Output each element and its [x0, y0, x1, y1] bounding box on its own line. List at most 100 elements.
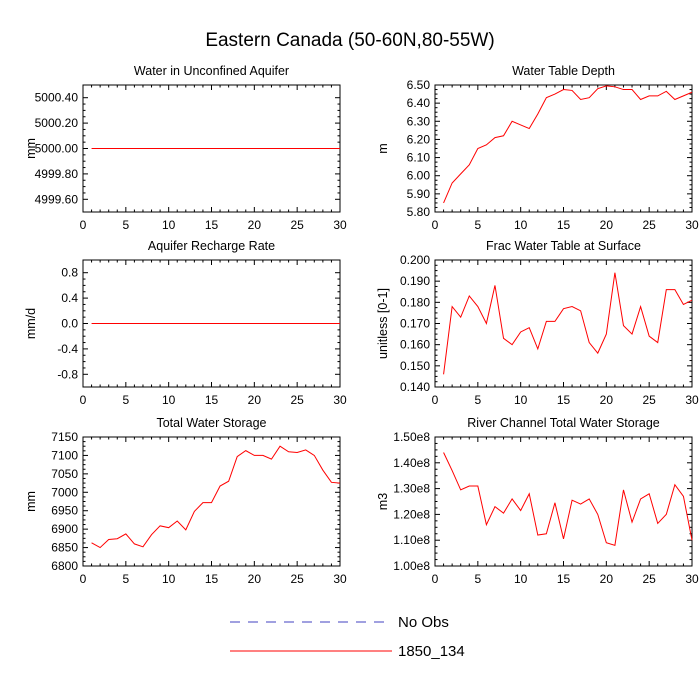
- x-tick-label: 10: [514, 218, 528, 232]
- legend-label-2: 1850_134: [398, 643, 465, 660]
- y-tick-label: 0.200: [400, 253, 430, 267]
- x-tick-label: 30: [685, 572, 699, 586]
- x-tick-label: 15: [557, 572, 571, 586]
- x-tick-label: 25: [290, 393, 304, 407]
- y-tick-label: 5.90: [407, 187, 431, 201]
- chart-panel-4: 0 5 10 15 20 25 30 0.140 0.150 0.160 0.170 0.180 0.1…: [376, 239, 699, 407]
- x-tick-label: 10: [162, 572, 176, 586]
- y-tick-label: 1.40e8: [393, 456, 430, 470]
- y-tick-label: -0.4: [57, 342, 78, 356]
- y-tick-label: 1.10e8: [393, 533, 430, 547]
- y-tick-label: 0.170: [400, 317, 430, 331]
- x-tick-label: 20: [248, 393, 262, 407]
- panel-title: Total Water Storage: [156, 416, 266, 430]
- x-tick-label: 25: [642, 393, 656, 407]
- x-tick-label: 0: [80, 572, 87, 586]
- x-tick-label: 10: [514, 572, 528, 586]
- x-tick-label: 5: [474, 218, 481, 232]
- x-tick-label: 25: [290, 218, 304, 232]
- chart-panel-2: 0 5 10 15 20 25 30 5.80 5.90 6.00 6.10 6.20 6.30 6.40…: [376, 64, 699, 232]
- y-axis-label: m: [376, 143, 390, 153]
- x-tick-label: 10: [514, 393, 528, 407]
- x-tick-label: 25: [290, 572, 304, 586]
- y-tick-label: -0.8: [57, 367, 78, 381]
- x-tick-label: 20: [600, 393, 614, 407]
- series-line: [443, 272, 693, 375]
- x-tick-label: 15: [557, 218, 571, 232]
- y-tick-label: 6.50: [407, 78, 431, 92]
- x-tick-label: 0: [80, 218, 87, 232]
- y-axis-label: unitless [0-1]: [376, 288, 390, 359]
- chart-panel-1: 0 5 10 15 20 25 30 4999.60 4999.80 5000.00 5000.20…: [24, 64, 347, 232]
- x-tick-label: 5: [474, 393, 481, 407]
- x-tick-label: 10: [162, 393, 176, 407]
- y-tick-label: 5000.00: [35, 142, 79, 156]
- x-tick-label: 5: [122, 218, 129, 232]
- y-tick-label: 6.40: [407, 96, 431, 110]
- y-tick-label: 6800: [51, 559, 78, 573]
- y-tick-label: 7000: [51, 485, 78, 499]
- x-tick-label: 30: [333, 218, 347, 232]
- y-tick-label: 1.30e8: [393, 482, 430, 496]
- x-tick-label: 30: [333, 393, 347, 407]
- x-tick-label: 15: [205, 393, 219, 407]
- y-tick-label: 7100: [51, 448, 78, 462]
- y-tick-label: 0.160: [400, 338, 430, 352]
- x-tick-label: 15: [205, 218, 219, 232]
- y-tick-label: 0.190: [400, 274, 430, 288]
- legend-label-1: No Obs: [398, 614, 449, 631]
- y-tick-label: 6.30: [407, 114, 431, 128]
- y-tick-label: 6.10: [407, 151, 431, 165]
- y-tick-label: 5000.40: [35, 91, 79, 105]
- y-tick-label: 6850: [51, 541, 78, 555]
- y-tick-label: 6900: [51, 522, 78, 536]
- plot-frame: [82, 436, 341, 567]
- x-tick-label: 0: [432, 572, 439, 586]
- y-tick-label: 0.0: [61, 317, 78, 331]
- chart-panel-3: 0 5 10 15 20 25 30 -0.8 -0.4 0.0 0.4 0.8 Aquifer Rec…: [24, 239, 347, 407]
- y-axis-label: mm: [24, 491, 38, 512]
- panel-title: Frac Water Table at Surface: [486, 239, 641, 253]
- y-tick-label: 0.180: [400, 295, 430, 309]
- x-tick-label: 5: [122, 393, 129, 407]
- y-tick-label: 4999.80: [35, 167, 79, 181]
- y-axis-label: mm/d: [24, 308, 38, 339]
- y-tick-label: 6.20: [407, 132, 431, 146]
- chart-panel-6: 0 5 10 15 20 25 30 1.00e8 1.10e8 1.20e8 1.30e8 1.40…: [376, 416, 699, 586]
- y-tick-label: 1.20e8: [393, 507, 430, 521]
- panel-title: River Channel Total Water Storage: [467, 416, 660, 430]
- x-tick-label: 0: [432, 393, 439, 407]
- y-axis-label: m3: [376, 493, 390, 510]
- y-tick-label: 0.140: [400, 380, 430, 394]
- panel-title: Aquifer Recharge Rate: [148, 239, 275, 253]
- x-tick-label: 5: [474, 572, 481, 586]
- x-tick-label: 10: [162, 218, 176, 232]
- x-tick-label: 15: [205, 572, 219, 586]
- x-tick-label: 15: [557, 393, 571, 407]
- y-tick-label: 5000.20: [35, 116, 79, 130]
- x-tick-label: 30: [685, 393, 699, 407]
- figure-title: Eastern Canada (50-60N,80-55W): [205, 30, 495, 51]
- plot-frame: [434, 436, 693, 567]
- y-tick-label: 7150: [51, 430, 78, 444]
- y-axis-label: mm: [24, 138, 38, 159]
- x-tick-label: 25: [642, 218, 656, 232]
- x-tick-label: 25: [642, 572, 656, 586]
- x-tick-label: 20: [248, 218, 262, 232]
- y-tick-label: 0.8: [61, 266, 78, 280]
- x-tick-label: 30: [333, 572, 347, 586]
- series-line: [443, 452, 693, 547]
- y-tick-label: 0.4: [61, 291, 78, 305]
- y-tick-label: 4999.60: [35, 192, 79, 206]
- y-tick-label: 6.00: [407, 169, 431, 183]
- x-tick-label: 20: [248, 572, 262, 586]
- chart-panel-5: 0 5 10 15 20 25 30 6800 6850 6900 6950 7000 7050 7100…: [24, 416, 347, 586]
- x-tick-label: 0: [432, 218, 439, 232]
- series-line: [443, 85, 693, 204]
- y-tick-label: 7050: [51, 467, 78, 481]
- y-tick-label: 1.00e8: [393, 559, 430, 573]
- y-tick-label: 1.50e8: [393, 430, 430, 444]
- x-tick-label: 5: [122, 572, 129, 586]
- y-tick-label: 6950: [51, 504, 78, 518]
